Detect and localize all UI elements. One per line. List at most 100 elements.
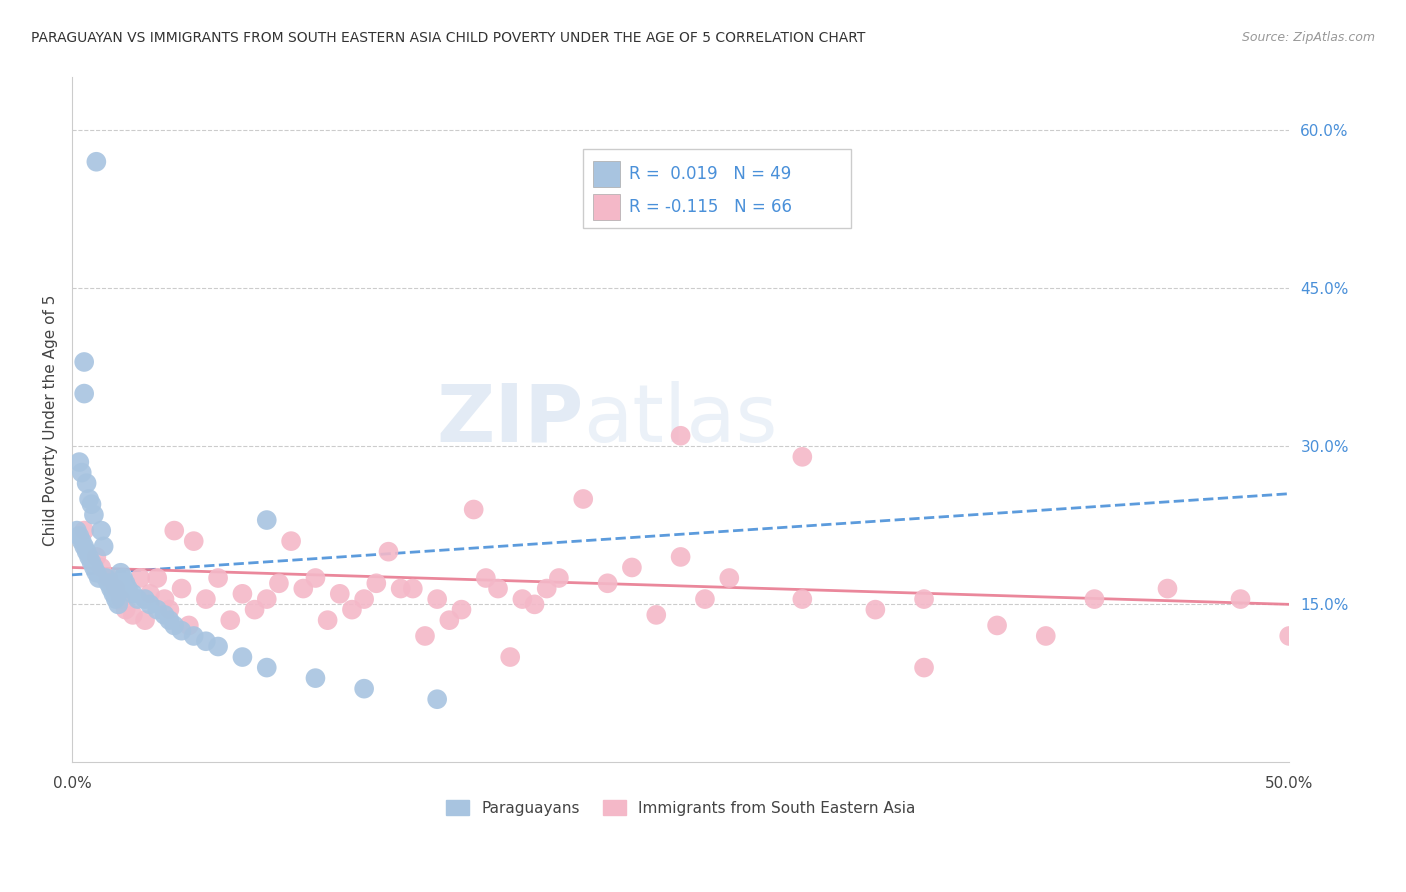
Point (107, 598, 129, 612)
Point (157, 602, 180, 616)
Point (134, 613, 156, 627)
Point (207, 571, 229, 585)
Point (139, 587, 162, 601)
Point (163, 618, 186, 632)
Point (377, 544, 399, 558)
Point (163, 524, 186, 538)
Point (194, 592, 217, 607)
Point (426, 692, 449, 706)
Point (353, 592, 375, 607)
Point (73, 355, 96, 369)
Point (316, 613, 339, 627)
Point (93, 540, 115, 554)
Point (1156, 582, 1178, 596)
Text: R =  0.019   N = 49: R = 0.019 N = 49 (630, 165, 792, 183)
Point (912, 660, 935, 674)
Point (70, 534, 93, 549)
Point (80, 555, 103, 569)
Point (76, 476, 98, 491)
Text: PARAGUAYAN VS IMMIGRANTS FROM SOUTH EASTERN ASIA CHILD POVERTY UNDER THE AGE OF : PARAGUAYAN VS IMMIGRANTS FROM SOUTH EAST… (31, 31, 865, 45)
Point (219, 613, 242, 627)
Point (512, 592, 534, 607)
Point (122, 607, 145, 622)
Point (1035, 629, 1057, 643)
Text: Source: ZipAtlas.com: Source: ZipAtlas.com (1241, 31, 1375, 45)
Point (572, 491, 595, 506)
Text: R = -0.115   N = 66: R = -0.115 N = 66 (630, 198, 793, 216)
Point (426, 592, 449, 607)
Point (97, 576, 120, 591)
Point (86, 154, 108, 169)
Point (450, 602, 472, 616)
Point (669, 549, 692, 564)
Point (292, 582, 315, 596)
Point (523, 598, 546, 612)
Point (183, 629, 205, 643)
Text: ZIP: ZIP (436, 381, 583, 459)
Point (170, 624, 193, 638)
Point (304, 671, 326, 685)
Point (114, 576, 136, 591)
Point (157, 613, 180, 627)
Point (402, 582, 425, 596)
Point (110, 592, 132, 607)
Point (77, 491, 100, 506)
Point (83, 560, 105, 574)
Point (792, 592, 814, 607)
Point (129, 571, 152, 585)
Point (256, 660, 278, 674)
Point (596, 576, 619, 591)
Point (718, 571, 741, 585)
Point (620, 560, 643, 574)
Point (87, 571, 110, 585)
Point (146, 602, 169, 616)
Point (256, 592, 278, 607)
Point (90, 560, 112, 574)
Point (986, 618, 1008, 632)
Point (100, 582, 122, 596)
Point (1278, 629, 1301, 643)
Point (112, 571, 135, 585)
Point (304, 571, 326, 585)
Point (67, 455, 90, 469)
Y-axis label: Child Poverty Under the Age of 5: Child Poverty Under the Age of 5 (44, 294, 58, 546)
Point (86, 549, 108, 564)
Point (389, 582, 412, 596)
Point (267, 576, 290, 591)
Point (865, 602, 887, 616)
Point (912, 592, 935, 607)
Point (114, 602, 136, 616)
Point (340, 602, 363, 616)
Point (70, 466, 93, 480)
Point (463, 502, 485, 516)
Point (353, 681, 375, 696)
Point (439, 613, 461, 627)
Point (90, 524, 112, 538)
Point (231, 650, 253, 665)
Point (1083, 592, 1105, 607)
Point (486, 582, 509, 596)
Bar (593, 194, 620, 220)
Point (97, 571, 120, 585)
Point (66, 524, 89, 538)
Point (139, 598, 162, 612)
Point (329, 587, 352, 601)
Point (413, 629, 436, 643)
Point (366, 576, 388, 591)
Point (548, 571, 571, 585)
Point (146, 571, 169, 585)
Point (127, 592, 149, 607)
Point (207, 640, 229, 654)
Point (110, 566, 132, 580)
Point (122, 587, 145, 601)
Bar (593, 161, 620, 187)
Point (194, 634, 217, 648)
Point (693, 592, 716, 607)
Point (231, 587, 253, 601)
Point (153, 607, 176, 622)
Point (536, 582, 558, 596)
Point (103, 587, 125, 601)
Point (256, 513, 278, 527)
Point (117, 582, 139, 596)
Point (77, 549, 100, 564)
